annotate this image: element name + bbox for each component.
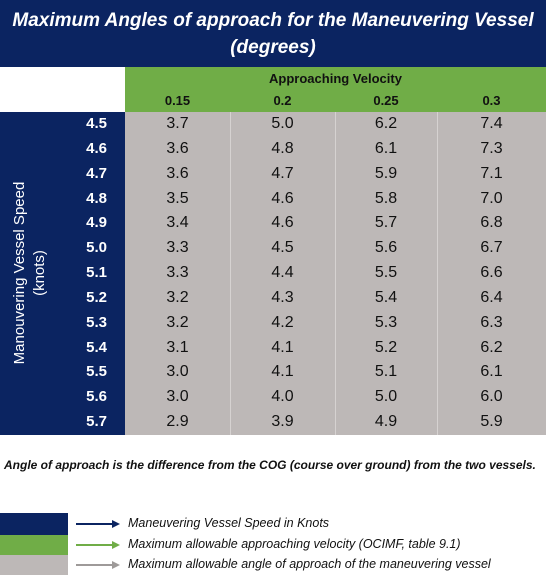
cell: 3.2	[166, 288, 189, 306]
cell: 5.4	[374, 288, 398, 306]
cell: 2.9	[166, 413, 189, 431]
row-label: 4.5	[86, 115, 107, 132]
legend-label: Maximum allowable approaching velocity (…	[128, 537, 461, 551]
cell: 3.1	[166, 338, 189, 356]
cell: 3.2	[166, 313, 189, 331]
legend-arrow	[76, 520, 120, 528]
cell: 3.3	[166, 239, 189, 257]
cell: 3.6	[166, 164, 189, 182]
cell: 6.2	[374, 115, 398, 132]
row-label: 4.7	[86, 164, 107, 182]
cell: 3.9	[271, 413, 294, 431]
cell: 5.1	[374, 363, 398, 381]
cell: 6.3	[480, 313, 503, 331]
row-label: 5.5	[86, 363, 107, 381]
column-header: 0.3	[482, 93, 501, 108]
cell: 3.7	[166, 115, 189, 132]
cell: 5.0	[374, 388, 398, 406]
column-divider	[230, 112, 231, 435]
cell: 5.3	[374, 313, 398, 331]
column-header: 0.25	[373, 93, 399, 108]
cell: 4.1	[271, 338, 294, 356]
cell: 5.6	[374, 239, 398, 257]
column-header: 0.2	[273, 93, 292, 108]
title-line: Maximum Angles of approach for the Maneu…	[12, 10, 534, 31]
cell: 5.7	[374, 214, 398, 232]
cell: 3.5	[166, 189, 189, 207]
cell: 6.1	[374, 139, 398, 157]
cell: 6.6	[480, 264, 503, 282]
title-line: (degrees)	[230, 37, 316, 58]
cell: 5.2	[374, 338, 398, 356]
cell: 4.8	[271, 139, 294, 157]
cell: 4.2	[271, 313, 294, 331]
cell: 7.3	[480, 139, 503, 157]
cell: 4.1	[271, 363, 294, 381]
cell: 4.0	[271, 388, 294, 406]
column-header: 0.15	[164, 93, 191, 108]
legend-arrow	[76, 561, 120, 569]
column-divider	[335, 112, 336, 435]
row-label: 5.0	[86, 239, 107, 257]
legend-label: Maximum allowable angle of approach of t…	[128, 557, 491, 571]
note: Angle of approach is the difference from…	[4, 458, 536, 472]
row-label: 4.9	[86, 214, 107, 232]
row-label: 5.7	[86, 413, 107, 431]
title: Maximum Angles of approach for the Maneu…	[0, 0, 546, 67]
cell: 5.0	[271, 115, 294, 132]
cell: 4.6	[271, 214, 294, 232]
cell: 3.0	[166, 388, 189, 406]
column-group-header: Approaching Velocity	[269, 71, 402, 86]
cell: 5.8	[374, 189, 398, 207]
row-label: 5.4	[86, 338, 107, 356]
cell: 4.3	[271, 288, 294, 306]
cell: 5.9	[480, 413, 503, 431]
legend-swatch	[0, 555, 68, 575]
cell: 3.3	[166, 264, 189, 282]
cell: 6.2	[480, 338, 503, 356]
row-label: 4.6	[86, 139, 107, 157]
cell: 4.9	[374, 413, 398, 431]
legend-swatch	[0, 513, 68, 535]
legend-swatch	[0, 535, 68, 555]
header-band	[125, 67, 546, 112]
cell: 4.6	[271, 189, 294, 207]
legend-arrow	[76, 541, 120, 549]
cell: 7.4	[480, 115, 503, 132]
cell: 3.4	[166, 214, 189, 232]
cell: 4.7	[271, 164, 294, 182]
cell: 4.4	[271, 264, 294, 282]
row-label: 4.8	[86, 189, 107, 207]
cell: 5.9	[374, 164, 398, 182]
cell: 6.1	[480, 363, 503, 381]
column-divider	[437, 112, 438, 435]
legend-label: Maneuvering Vessel Speed in Knots	[128, 516, 330, 530]
cell: 6.0	[480, 388, 503, 406]
cell: 6.7	[480, 239, 503, 257]
cell: 7.0	[480, 189, 503, 207]
row-label: 5.6	[86, 388, 107, 406]
row-label: 5.3	[86, 313, 107, 331]
row-label: 5.2	[86, 288, 107, 306]
row-header-band	[0, 112, 125, 435]
cell: 6.8	[480, 214, 503, 232]
cell: 7.1	[480, 164, 503, 182]
cell: 5.5	[374, 264, 398, 282]
cell: 6.4	[480, 288, 503, 306]
cell: 3.0	[166, 363, 189, 381]
row-label: 5.1	[86, 264, 107, 282]
cell: 4.5	[271, 239, 294, 257]
cell: 3.6	[166, 139, 189, 157]
